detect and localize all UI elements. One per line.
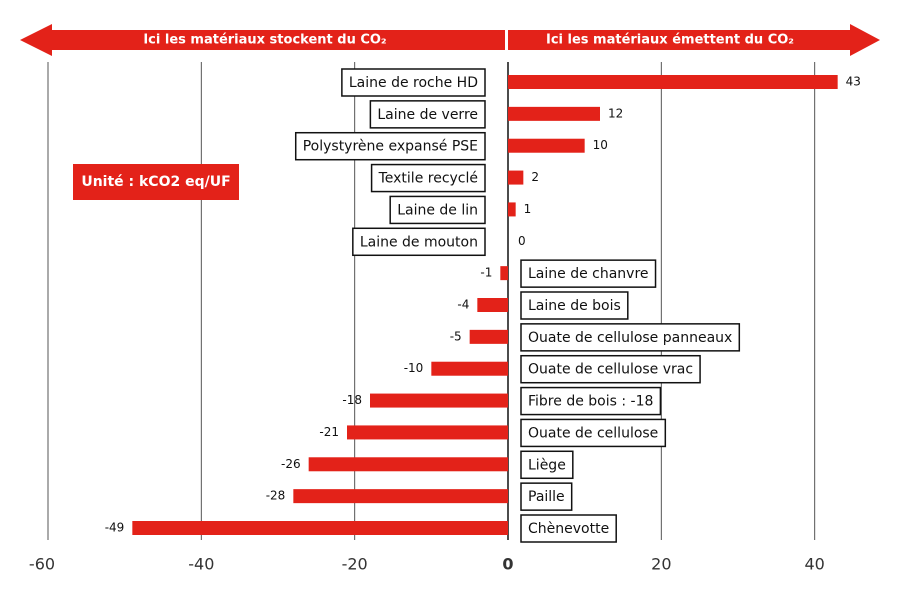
value-label: -4 <box>457 298 469 312</box>
category-label: Chènevotte <box>528 521 609 537</box>
label-box <box>520 450 574 480</box>
value-label: -49 <box>105 521 125 535</box>
header-right: Ici les matériaux émettent du CO₂ <box>546 33 794 48</box>
bar <box>508 202 516 217</box>
value-label: -28 <box>266 489 286 503</box>
bar <box>431 361 508 376</box>
unit-box <box>73 164 239 200</box>
category-label: Polystyrène expansé PSE <box>303 139 478 155</box>
category-label: Paille <box>528 489 565 505</box>
category-label: Laine de mouton <box>360 234 478 250</box>
x-tick-label: -60 <box>29 555 55 574</box>
category-label: Ouate de cellulose vrac <box>528 362 693 378</box>
category-label: Laine de verre <box>377 107 478 123</box>
value-label: 2 <box>531 170 539 184</box>
value-label: -26 <box>281 457 301 471</box>
category-label: Laine de roche HD <box>349 75 478 91</box>
value-label: 43 <box>846 75 861 89</box>
x-tick-label: -20 <box>342 555 368 574</box>
category-label: Laine de lin <box>397 202 478 218</box>
label-box <box>520 354 701 384</box>
category-label: Liège <box>528 457 566 473</box>
value-label: -21 <box>319 425 339 439</box>
category-label: Laine de chanvre <box>528 266 649 282</box>
category-label: Laine de bois <box>528 298 621 314</box>
value-label: 0 <box>518 234 526 248</box>
label-box <box>520 323 741 352</box>
bar <box>508 106 600 121</box>
bar <box>500 266 508 281</box>
label-box <box>341 68 486 97</box>
label-box <box>520 291 629 320</box>
category-label: Textile recyclé <box>378 171 478 187</box>
bar <box>132 521 509 535</box>
header-left: Ici les matériaux stockent du CO₂ <box>143 33 386 48</box>
value-label: 12 <box>608 106 623 120</box>
value-label: -1 <box>480 266 492 280</box>
bar <box>370 393 508 408</box>
category-label: Ouate de cellulose <box>528 425 658 441</box>
bar <box>293 489 508 504</box>
label-box <box>352 227 486 257</box>
label-box <box>369 100 486 129</box>
x-tick-label: 40 <box>804 555 824 574</box>
label-box <box>294 131 486 161</box>
x-tick-label: 20 <box>651 555 671 574</box>
value-label: -18 <box>342 393 362 407</box>
arrow-right <box>508 24 880 56</box>
arrow-left <box>20 24 505 56</box>
bar <box>469 329 508 344</box>
category-label: Fibre de bois : -18 <box>528 394 653 410</box>
x-tick-label: -40 <box>188 555 214 574</box>
value-label: -5 <box>450 329 462 343</box>
label-box <box>389 195 486 225</box>
label-box <box>370 163 486 193</box>
bar <box>347 425 508 440</box>
label-box <box>520 514 617 543</box>
header-arrow: Ici les matériaux stockent du CO₂ Ici le… <box>20 24 880 56</box>
x-tick-label: 0 <box>502 555 513 574</box>
bar <box>477 298 508 312</box>
label-box <box>520 259 657 288</box>
label-box <box>520 386 662 416</box>
value-label: -10 <box>404 361 424 375</box>
category-label: Ouate de cellulose panneaux <box>528 330 732 346</box>
label-box <box>520 418 667 448</box>
bar <box>508 75 838 89</box>
label-box <box>520 482 573 511</box>
bar <box>308 457 508 472</box>
unit-label: Unité : kCO2 eq/UF <box>81 174 230 190</box>
bar <box>508 138 585 153</box>
value-label: 10 <box>593 138 608 152</box>
bar <box>508 170 524 185</box>
value-label: 1 <box>524 202 532 216</box>
